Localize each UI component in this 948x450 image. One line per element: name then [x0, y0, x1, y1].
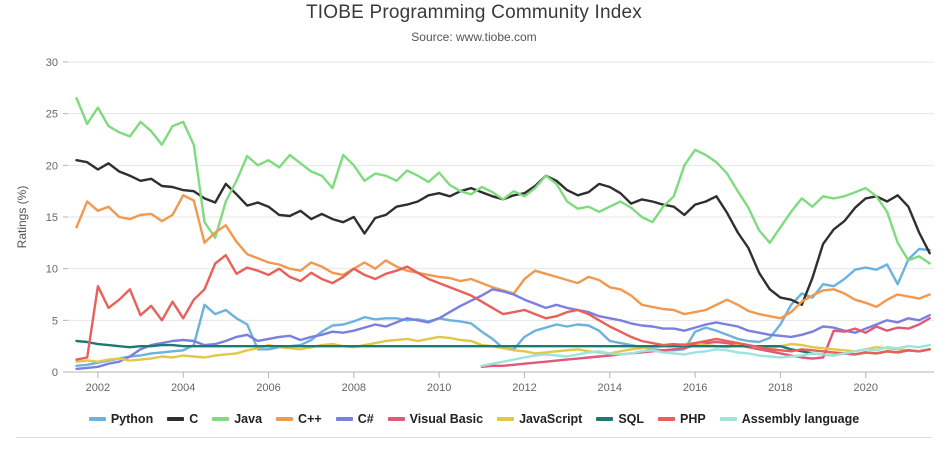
legend-item-label: C: [189, 412, 199, 426]
legend-swatch-icon: [387, 417, 405, 421]
legend-item-c[interactable]: C: [167, 412, 198, 426]
legend-swatch-icon: [335, 417, 353, 421]
legend-swatch-icon: [596, 417, 614, 421]
series-line-java: [75, 96, 931, 265]
y-axis-label: Ratings (%): [15, 186, 29, 249]
y-axis-tick-label: 5: [52, 315, 58, 327]
x-axis-tick-label: 2002: [86, 382, 110, 394]
legend-item-label: SQL: [618, 412, 645, 426]
y-axis-tick-label: 20: [46, 160, 58, 172]
y-axis-tick-label: 15: [46, 212, 58, 224]
x-axis-tick-label: 2016: [683, 382, 707, 394]
y-axis-tick-label: 25: [46, 109, 58, 121]
legend-item-javascript[interactable]: JavaScript: [497, 412, 582, 426]
legend-item-sql[interactable]: SQL: [596, 412, 644, 426]
chart-legend: Python C Java C++ C# Visual Basic JavaScript SQ…: [0, 406, 948, 432]
series-line-php: [75, 253, 931, 361]
series-line-c: [75, 158, 931, 306]
series-line-sql: [75, 339, 931, 357]
y-axis-tick-label: 30: [46, 57, 58, 69]
legend-item-python[interactable]: Python: [88, 412, 154, 426]
legend-item-c-[interactable]: C#: [335, 412, 374, 426]
legend-divider: [16, 437, 932, 438]
legend-item-c-[interactable]: C++: [276, 412, 322, 426]
x-axis-tick-label: 2018: [768, 382, 792, 394]
y-axis-tick-label: 10: [46, 264, 58, 276]
series-line-assembly-language: [480, 343, 931, 367]
legend-swatch-icon: [88, 417, 106, 421]
x-axis-tick-label: 2006: [256, 382, 280, 394]
legend-swatch-icon: [658, 417, 676, 421]
legend-swatch-icon: [276, 417, 294, 421]
legend-item-label: C++: [298, 412, 322, 426]
plot-area: 0 5 10 15 20 25 30 2002 2004 2006 2008 2010 2012 2014…: [15, 57, 934, 394]
legend-item-label: PHP: [680, 412, 706, 426]
x-axis-tick-label: 2020: [854, 382, 878, 394]
legend-item-label: Python: [110, 412, 154, 426]
series-line-visual-basic: [480, 317, 931, 368]
plot-svg: 0 5 10 15 20 25 30 2002 2004 2006 2008 2010 2012 2014…: [15, 57, 934, 394]
legend-swatch-icon: [167, 417, 185, 421]
legend-swatch-icon: [719, 417, 737, 421]
legend-item-label: Assembly language: [741, 412, 860, 426]
legend-item-label: Visual Basic: [409, 412, 484, 426]
x-axis-tick-label: 2014: [598, 382, 622, 394]
legend-item-assembly-language[interactable]: Assembly language: [719, 412, 860, 426]
legend-item-label: JavaScript: [519, 412, 583, 426]
x-axis-tick-label: 2004: [171, 382, 195, 394]
legend-swatch-icon: [497, 417, 515, 421]
legend-item-php[interactable]: PHP: [658, 412, 706, 426]
legend-item-label: C#: [357, 412, 374, 426]
x-axis-tick-label: 2012: [512, 382, 536, 394]
chart-title: TIOBE Programming Community Index: [305, 2, 643, 23]
legend-item-java[interactable]: Java: [212, 412, 262, 426]
legend-swatch-icon: [212, 417, 230, 421]
legend-item-visual-basic[interactable]: Visual Basic: [387, 412, 484, 426]
x-axis-tick-label: 2008: [342, 382, 366, 394]
legend-item-label: Java: [234, 412, 263, 426]
chart-subtitle: Source: www.tiobe.com: [411, 30, 537, 44]
series-line-javascript: [75, 335, 931, 363]
x-axis-tick-label: 2010: [427, 382, 451, 394]
y-axis-tick-label: 0: [52, 367, 58, 379]
series-line-c-: [75, 288, 931, 371]
